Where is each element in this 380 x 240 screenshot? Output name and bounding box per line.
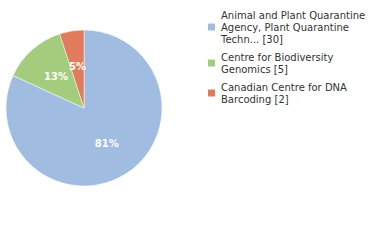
svg-text:Barcoding [2]: Barcoding [2] [221, 94, 289, 105]
svg-text:81%: 81% [95, 138, 119, 149]
svg-text:Canadian Centre for DNA: Canadian Centre for DNA [221, 82, 350, 93]
svg-text:Agency, Plant Quarantine: Agency, Plant Quarantine [221, 22, 352, 33]
svg-text:Techn... [30]: Techn... [30] [220, 34, 283, 45]
svg-text:Centre for Biodiversity: Centre for Biodiversity [221, 52, 337, 63]
svg-text:Animal and Plant Quarantine: Animal and Plant Quarantine [221, 10, 368, 21]
svg-text:13%: 13% [44, 71, 68, 82]
svg-text:Genomics [5]: Genomics [5] [221, 64, 288, 75]
svg-text:5%: 5% [69, 61, 86, 72]
